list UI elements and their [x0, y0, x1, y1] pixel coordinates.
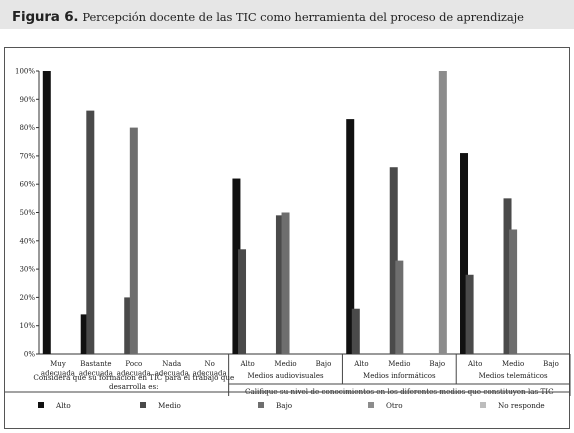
figure-title: Percepción docente de las TIC como herra… — [82, 10, 524, 24]
bar — [395, 260, 404, 354]
y-tick-label: 90% — [19, 96, 35, 104]
x-category-label: Bastante — [80, 360, 111, 368]
bar — [460, 153, 469, 354]
y-tick-label: 100% — [15, 68, 35, 76]
bar — [438, 71, 447, 354]
figure-caption: Figura 6. Percepción docente de las TIC c… — [0, 0, 574, 29]
subgroup-label: Medios informáticos — [363, 372, 436, 380]
y-tick-label: 30% — [19, 266, 35, 274]
x-category-label: Nada — [162, 360, 181, 368]
legend-swatch — [140, 402, 146, 408]
subgroup-label: Medios telemáticos — [479, 372, 548, 380]
x-category-label: adecuada — [117, 370, 151, 378]
x-category-label: adecuada — [79, 370, 113, 378]
y-tick-label: 50% — [19, 209, 35, 217]
legend-swatch — [480, 402, 486, 408]
bar — [509, 229, 518, 354]
legend-label: No responde — [498, 401, 545, 410]
y-tick-label: 70% — [19, 152, 35, 160]
bar — [232, 178, 241, 354]
x-category-label: adecuada — [193, 370, 227, 378]
y-tick-label: 60% — [19, 181, 35, 189]
legend-label: Otro — [386, 401, 403, 410]
y-tick-label: 80% — [19, 124, 35, 132]
x-category-label: Medio — [502, 360, 524, 368]
y-tick-label: 20% — [19, 294, 35, 302]
x-category-label: Bajo — [316, 360, 332, 368]
y-tick-label: 10% — [19, 322, 35, 330]
bar — [86, 110, 95, 355]
legend-label: Bajo — [276, 401, 292, 410]
bar — [124, 297, 133, 354]
legend-swatch — [368, 402, 374, 408]
bar — [351, 308, 360, 354]
bar — [281, 212, 290, 354]
subgroup-label: Medios audiovisuales — [247, 372, 324, 380]
bar — [275, 215, 284, 354]
bar — [346, 119, 355, 354]
y-tick-label: 0% — [24, 351, 35, 359]
question-label: Considera que su formación en TIC para e… — [33, 373, 234, 382]
x-category-label: No — [205, 360, 215, 368]
bar — [465, 274, 474, 354]
legend-swatch — [38, 402, 44, 408]
x-category-label: Alto — [467, 360, 482, 368]
x-category-label: Alto — [353, 360, 368, 368]
bar — [129, 127, 138, 354]
x-category-label: adecuada — [155, 370, 189, 378]
chart-frame — [4, 47, 570, 429]
bar-chart: 0% 10% 20% 30% 40% 50% 60% 70% 80% 90% 100% Muy adec… — [4, 47, 571, 429]
x-category-label: Muy — [50, 360, 66, 368]
x-category-label: Bajo — [429, 360, 445, 368]
x-category-label: Medio — [388, 360, 410, 368]
bar — [238, 249, 247, 354]
question-label: desarrolla es: — [109, 382, 159, 391]
bar — [389, 167, 398, 354]
bar — [503, 198, 512, 354]
y-tick-label: 40% — [19, 237, 35, 245]
x-category-label: Poco — [125, 360, 142, 368]
x-category-label: adecuada — [41, 370, 75, 378]
figure-label: Figura 6. — [12, 9, 79, 25]
legend-label: Alto — [55, 401, 71, 410]
bar — [42, 71, 51, 354]
bar — [80, 314, 89, 354]
x-category-label: Medio — [274, 360, 296, 368]
x-category-label: Alto — [239, 360, 254, 368]
legend-swatch — [258, 402, 264, 408]
legend-label: Medio — [158, 401, 181, 410]
x-category-label: Bajo — [543, 360, 559, 368]
